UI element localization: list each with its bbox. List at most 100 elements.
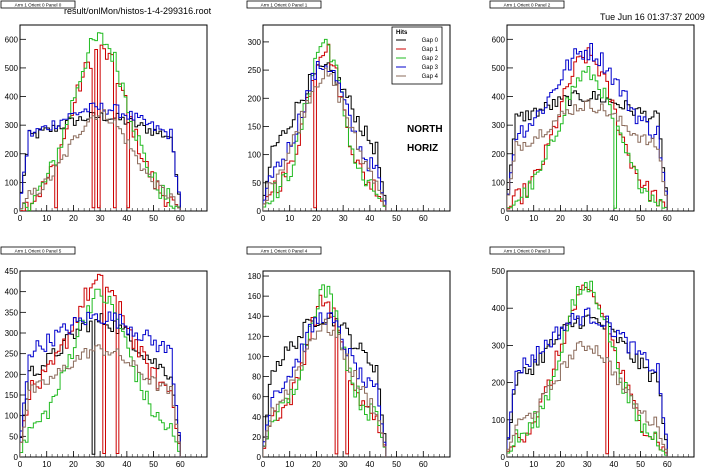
legend-entry: Gap 3 bbox=[422, 65, 439, 71]
x-tick-label: 60 bbox=[176, 214, 185, 223]
y-tick-label: 100 bbox=[492, 178, 506, 187]
series-gap-2-line bbox=[263, 38, 387, 211]
y-tick-label: 100 bbox=[5, 412, 19, 421]
panel-title-frame bbox=[246, 0, 322, 9]
series-gap-4-line bbox=[263, 67, 387, 211]
y-tick-label: 50 bbox=[252, 179, 261, 188]
x-tick-label: 0 bbox=[505, 214, 510, 223]
x-tick-label: 30 bbox=[339, 214, 348, 223]
y-tick-label: 150 bbox=[248, 122, 262, 131]
panel-5: Arm 1 Orient 0 Panel 3 0 10 20 30 40 50 60 0 100 2… bbox=[489, 246, 695, 469]
timestamp-label: Tue Jun 16 01:37:37 2009 bbox=[600, 12, 705, 22]
y-tick-label: 350 bbox=[5, 308, 19, 317]
y-tick-label: 50 bbox=[9, 432, 18, 441]
x-tick-label: 0 bbox=[505, 460, 510, 469]
panel-frame bbox=[19, 270, 208, 458]
x-tick-label: 10 bbox=[529, 214, 538, 223]
panel-title-box: Arm 1 Orient 0 Panel 2 bbox=[489, 0, 565, 9]
panel-title: Arm 1 Orient 0 Panel 4 bbox=[261, 249, 308, 254]
series-gap-2-line bbox=[20, 32, 181, 211]
series-gap-2-line bbox=[507, 65, 668, 211]
x-tick-label: 40 bbox=[609, 460, 618, 469]
series-gap-3-line bbox=[507, 307, 668, 457]
series-gap-3-line bbox=[263, 312, 387, 457]
x-tick-label: 50 bbox=[149, 214, 158, 223]
y-tick-label: 500 bbox=[492, 64, 506, 73]
x-tick-label: 10 bbox=[285, 460, 294, 469]
y-tick-label: 100 bbox=[492, 416, 506, 425]
x-tick-label: 60 bbox=[663, 214, 672, 223]
y-tick-label: 150 bbox=[5, 391, 19, 400]
panel-0: Arm 1 Orient 0 Panel 00 10 20 30 40 50 6001002… bbox=[0, 0, 208, 223]
panel-title: Arm 1 Orient 0 Panel 3 bbox=[504, 249, 551, 254]
x-tick-label: 30 bbox=[96, 460, 105, 469]
y-tick-label: 200 bbox=[5, 370, 19, 379]
y-tick-label: 100 bbox=[248, 151, 262, 160]
x-tick-label: 50 bbox=[636, 214, 645, 223]
x-tick-label: 20 bbox=[69, 460, 78, 469]
x-tick-label: 0 bbox=[18, 460, 23, 469]
panel-title-box: Arm 1 Orient 0 Panel 1 bbox=[246, 0, 322, 9]
x-tick-label: 20 bbox=[69, 214, 78, 223]
y-tick-label: 0 bbox=[501, 453, 506, 462]
x-tick-label: 50 bbox=[636, 460, 645, 469]
y-tick-label: 400 bbox=[5, 288, 19, 297]
panel-title-frame bbox=[489, 246, 565, 255]
y-tick-label: 600 bbox=[5, 35, 19, 44]
legend-box bbox=[391, 26, 443, 85]
panel-frame bbox=[262, 24, 451, 212]
series-gap-2-line bbox=[20, 288, 181, 457]
x-tick-label: 30 bbox=[96, 214, 105, 223]
y-tick-label: 0 bbox=[501, 207, 506, 216]
legend-entry: Gap 1 bbox=[422, 47, 439, 53]
series-gap-2-line bbox=[263, 284, 387, 457]
panel-title-box: Arm 1 Orient 0 Panel 5 bbox=[0, 246, 76, 255]
y-tick-label: 400 bbox=[492, 304, 506, 313]
y-tick-label: 300 bbox=[5, 121, 19, 130]
y-tick-label: 100 bbox=[5, 178, 19, 187]
panel-title: Arm 1 Orient 0 Panel 0 bbox=[15, 3, 62, 8]
panel-frame bbox=[506, 24, 695, 212]
y-tick-label: 0 bbox=[14, 207, 19, 216]
series-gap-4-line bbox=[263, 318, 387, 457]
x-tick-label: 10 bbox=[529, 460, 538, 469]
x-tick-label: 30 bbox=[583, 460, 592, 469]
x-tick-label: 10 bbox=[42, 214, 51, 223]
y-tick-label: 400 bbox=[5, 93, 19, 102]
panel-1: Arm 1 Orient 0 Panel 1 0 10 20 30 40 50 60 0 50 10… bbox=[246, 0, 451, 223]
y-tick-label: 100 bbox=[248, 352, 262, 361]
y-tick-label: 0 bbox=[257, 207, 262, 216]
x-tick-label: 20 bbox=[312, 460, 321, 469]
series-gap-0-line bbox=[507, 314, 668, 457]
series-gap-3-line bbox=[507, 42, 668, 211]
series-gap-3-line bbox=[20, 102, 181, 211]
x-tick-label: 10 bbox=[285, 214, 294, 223]
y-tick-label: 0 bbox=[257, 453, 262, 462]
y-tick-label: 300 bbox=[492, 121, 506, 130]
legend-title: Hits bbox=[396, 30, 408, 36]
north-annotation: NORTH bbox=[407, 124, 443, 135]
y-tick-label: 40 bbox=[252, 413, 261, 422]
series-gap-4-line bbox=[507, 99, 668, 211]
y-tick-label: 250 bbox=[248, 66, 262, 75]
series-gap-1-line bbox=[20, 273, 181, 457]
y-tick-label: 300 bbox=[248, 38, 262, 47]
x-tick-label: 50 bbox=[392, 214, 401, 223]
y-tick-label: 0 bbox=[14, 453, 19, 462]
y-tick-label: 200 bbox=[492, 379, 506, 388]
series-gap-3-line bbox=[20, 311, 181, 457]
x-tick-label: 0 bbox=[261, 460, 266, 469]
legend-entry: Gap 4 bbox=[422, 74, 439, 80]
series-gap-4-line bbox=[507, 341, 668, 457]
series-gap-4-line bbox=[20, 344, 181, 457]
x-tick-label: 40 bbox=[365, 214, 374, 223]
y-tick-label: 60 bbox=[252, 393, 261, 402]
panel-title: Arm 1 Orient 0 Panel 5 bbox=[15, 249, 62, 254]
legend: Hits Gap 0 Gap 1 Gap 2 Gap 3 Gap 4 bbox=[391, 26, 443, 85]
series-gap-1-line bbox=[263, 294, 387, 457]
panel-title: Arm 1 Orient 0 Panel 2 bbox=[504, 3, 551, 8]
x-tick-label: 60 bbox=[663, 460, 672, 469]
x-tick-label: 50 bbox=[392, 460, 401, 469]
x-tick-label: 30 bbox=[339, 460, 348, 469]
